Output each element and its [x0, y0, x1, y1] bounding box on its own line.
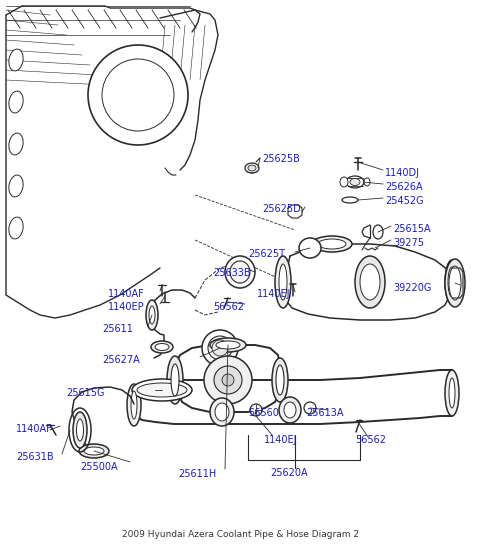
Circle shape [304, 402, 316, 414]
Text: 25452G: 25452G [385, 196, 424, 206]
Ellipse shape [149, 306, 155, 324]
Text: 25611: 25611 [102, 324, 133, 334]
Ellipse shape [346, 176, 364, 188]
Ellipse shape [155, 344, 169, 351]
Ellipse shape [9, 175, 23, 197]
Text: 25500A: 25500A [80, 462, 118, 472]
Ellipse shape [167, 356, 183, 404]
Ellipse shape [448, 267, 456, 297]
Ellipse shape [312, 236, 352, 252]
Text: 25625B: 25625B [262, 154, 300, 164]
Circle shape [214, 366, 242, 394]
Ellipse shape [215, 403, 229, 421]
Ellipse shape [146, 300, 158, 330]
Ellipse shape [318, 239, 346, 249]
Ellipse shape [9, 133, 23, 155]
Text: 25631B: 25631B [16, 452, 54, 462]
Ellipse shape [275, 256, 291, 308]
Ellipse shape [208, 336, 232, 360]
Ellipse shape [276, 365, 284, 395]
Text: 25625D: 25625D [262, 204, 301, 214]
Ellipse shape [76, 419, 84, 441]
Ellipse shape [127, 384, 141, 426]
Circle shape [250, 404, 262, 416]
Ellipse shape [73, 412, 87, 448]
Circle shape [222, 374, 234, 386]
Ellipse shape [364, 178, 370, 186]
Ellipse shape [151, 341, 173, 353]
Ellipse shape [216, 341, 240, 349]
Text: 56562: 56562 [213, 302, 244, 312]
Text: 25615G: 25615G [66, 388, 105, 398]
Ellipse shape [230, 261, 250, 283]
Ellipse shape [355, 256, 385, 308]
Ellipse shape [272, 358, 288, 402]
Ellipse shape [9, 49, 23, 71]
Ellipse shape [248, 165, 256, 171]
Text: 25615A: 25615A [393, 224, 431, 234]
Text: 25620A: 25620A [270, 468, 308, 478]
Text: 1140EP: 1140EP [108, 302, 144, 312]
Ellipse shape [9, 217, 23, 239]
Ellipse shape [445, 259, 465, 307]
Text: 25633B: 25633B [213, 268, 251, 278]
Text: 25611H: 25611H [178, 469, 216, 479]
Ellipse shape [279, 264, 287, 300]
Ellipse shape [350, 178, 360, 185]
Ellipse shape [449, 378, 455, 408]
Text: 25626A: 25626A [385, 182, 422, 192]
Text: 1140DJ: 1140DJ [385, 168, 420, 178]
Text: 39275: 39275 [393, 238, 424, 248]
Text: 56562: 56562 [355, 435, 386, 445]
Ellipse shape [132, 379, 192, 401]
Text: 39220G: 39220G [393, 283, 432, 293]
Text: 1140AF: 1140AF [108, 289, 145, 299]
Text: 2009 Hyundai Azera Coolant Pipe & Hose Diagram 2: 2009 Hyundai Azera Coolant Pipe & Hose D… [121, 530, 359, 539]
Text: 1140EJ: 1140EJ [264, 435, 298, 445]
Ellipse shape [171, 364, 179, 396]
Ellipse shape [84, 447, 104, 455]
Text: 1140EJ: 1140EJ [257, 289, 290, 299]
Ellipse shape [342, 197, 358, 203]
Ellipse shape [210, 338, 246, 352]
Text: 56560: 56560 [248, 408, 279, 418]
Circle shape [102, 59, 174, 131]
Ellipse shape [299, 238, 321, 258]
Ellipse shape [9, 91, 23, 113]
Ellipse shape [245, 163, 259, 173]
Ellipse shape [131, 391, 137, 419]
Ellipse shape [202, 330, 238, 366]
Ellipse shape [284, 402, 296, 418]
Text: 25625T: 25625T [248, 249, 285, 259]
Ellipse shape [373, 225, 383, 239]
Circle shape [88, 45, 188, 145]
Ellipse shape [445, 370, 459, 416]
Ellipse shape [360, 264, 380, 300]
Circle shape [204, 356, 252, 404]
Ellipse shape [137, 383, 187, 397]
Ellipse shape [279, 397, 301, 423]
Ellipse shape [225, 256, 255, 288]
Circle shape [212, 340, 228, 356]
Text: 25613A: 25613A [306, 408, 344, 418]
Ellipse shape [340, 177, 348, 187]
Ellipse shape [449, 266, 461, 300]
Text: 25627A: 25627A [102, 355, 140, 365]
Text: 1140AF: 1140AF [16, 424, 53, 434]
Ellipse shape [210, 398, 234, 426]
Ellipse shape [445, 260, 459, 304]
Ellipse shape [79, 444, 109, 458]
